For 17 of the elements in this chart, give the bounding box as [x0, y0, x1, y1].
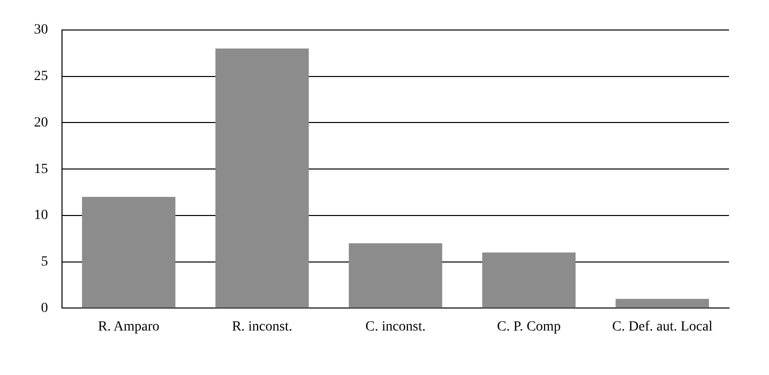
y-tick-label: 15 — [34, 162, 48, 177]
y-tick-label: 25 — [34, 69, 48, 84]
y-tick-label: 30 — [34, 22, 48, 38]
y-tick-label: 20 — [34, 115, 48, 130]
y-tick-label: 0 — [41, 300, 48, 316]
bar — [215, 48, 309, 308]
y-tick-label: 5 — [41, 254, 48, 270]
bar — [348, 243, 442, 308]
bar — [82, 196, 176, 308]
x-tick-label: R. inconst. — [232, 319, 292, 334]
y-tick-label: 10 — [34, 208, 48, 224]
bar — [482, 252, 576, 308]
x-tick-label: C. inconst. — [365, 319, 426, 334]
x-tick-label: R. Amparo — [98, 319, 160, 334]
x-tick-label: C. P. Comp — [496, 319, 561, 334]
bar — [616, 298, 709, 308]
x-tick-label: C. Def. aut. Local — [612, 319, 713, 334]
